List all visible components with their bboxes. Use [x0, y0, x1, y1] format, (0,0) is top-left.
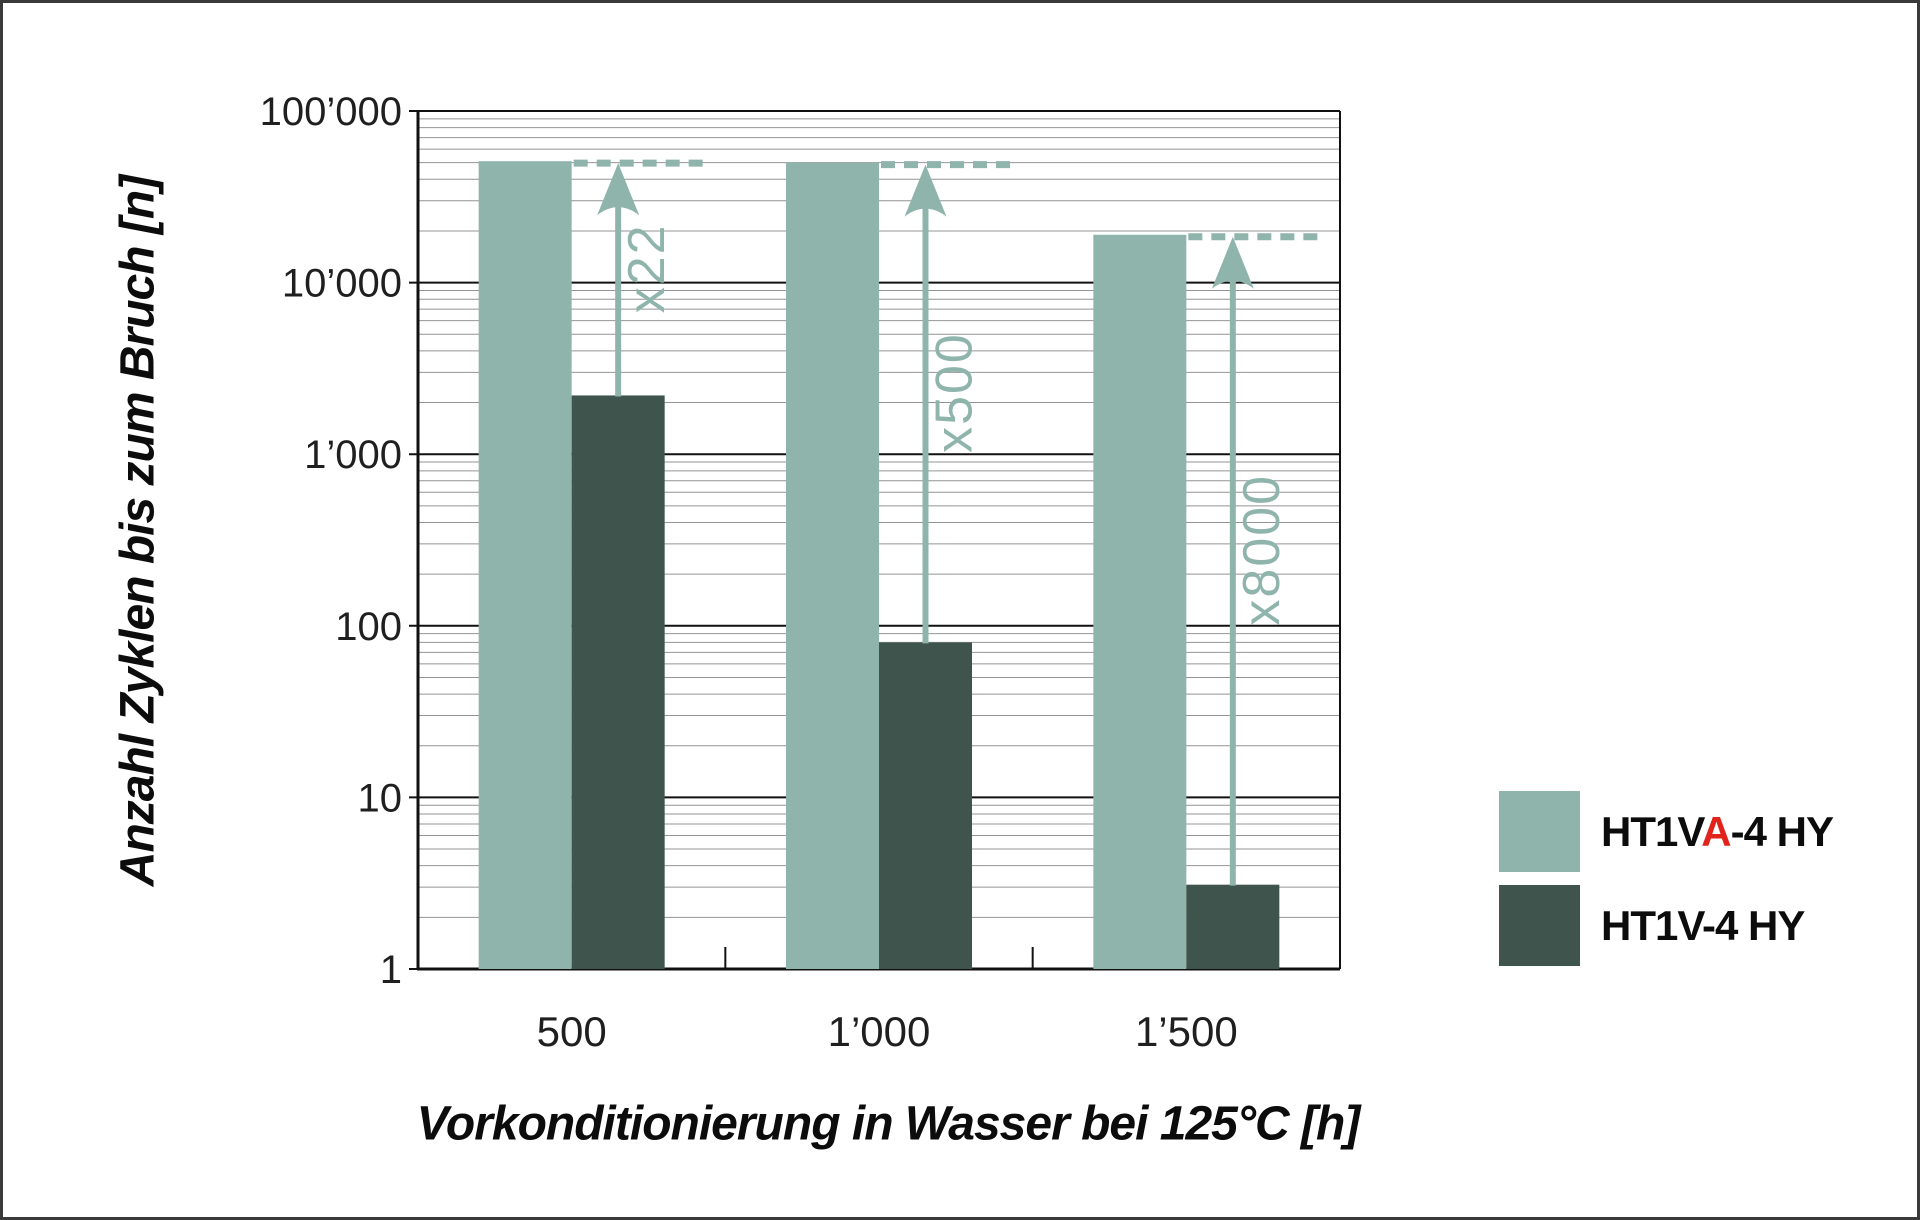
multiplier-arrow-head: [904, 164, 947, 217]
bar-HT1VA-4-HY-1: [478, 161, 572, 969]
legend-label-prefix: HT1V: [1601, 807, 1702, 855]
bar-HT1V-4-HY-1: [571, 395, 665, 969]
legend-swatch-dark-slate: [1499, 885, 1580, 966]
multiplier-label: x500: [926, 332, 984, 453]
bar-HT1VA-4-HY-3: [1093, 234, 1187, 970]
legend-label-highlight-red: A: [1701, 807, 1731, 855]
legend-item-ht1v: HT1V-4 HY: [1499, 885, 1833, 966]
bar-chart-plot: 100’000 10’000 1’000 100 10 1 x22 x500 x8000 500 1…: [260, 90, 1341, 1055]
bar-HT1V-4-HY-2: [879, 642, 972, 969]
multiplier-arrow-head: [1211, 236, 1254, 289]
y-tick-label: 100: [335, 605, 402, 649]
x-tick-label: 500: [537, 1008, 607, 1055]
legend-label-suffix: -4 HY: [1702, 901, 1805, 949]
legend-item-ht1va: HT1VA-4 HY: [1499, 791, 1834, 872]
legend-swatch-light-teal: [1499, 791, 1580, 872]
x-tick-label: 1’500: [1135, 1008, 1238, 1055]
legend-label-ht1va: HT1VA-4 HY: [1601, 807, 1834, 856]
y-tick-label: 10: [358, 776, 403, 820]
y-tick-label: 100’000: [260, 90, 402, 134]
legend: HT1VA-4 HY HT1V-4 HY: [1499, 791, 1834, 979]
x-axis-title: Vorkonditionierung in Wasser bei 125°C […: [416, 1097, 1361, 1151]
y-tick-label: 1’000: [304, 433, 402, 477]
y-tick-label: 1: [380, 948, 402, 992]
multiplier-label: x22: [618, 223, 676, 313]
y-tick-label: 10’000: [282, 262, 402, 306]
legend-label-prefix: HT1V: [1601, 901, 1703, 949]
y-axis-title: Anzahl Zyklen bis zum Bruch [n]: [111, 175, 165, 887]
legend-label-suffix: -4 HY: [1730, 807, 1834, 855]
bar-HT1VA-4-HY-2: [786, 162, 879, 970]
multiplier-arrow-head: [597, 163, 640, 216]
x-tick-label: 1’000: [828, 1008, 931, 1055]
bar-HT1V-4-HY-3: [1186, 884, 1280, 969]
legend-label-ht1v: HT1V-4 HY: [1601, 901, 1805, 950]
multiplier-label: x8000: [1233, 474, 1291, 626]
